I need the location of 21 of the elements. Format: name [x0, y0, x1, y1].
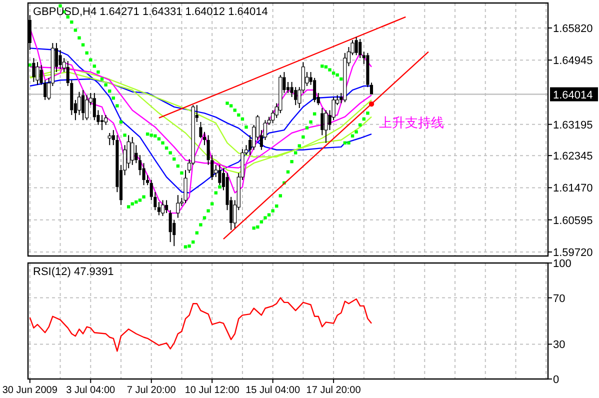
chart-title: RSI(12) 47.9391 [33, 266, 114, 278]
y-tick-label: 1.65820 [553, 22, 593, 35]
x-tick-label: 17 Jul 20:00 [306, 385, 362, 396]
y-tick-label: 1.62345 [553, 150, 593, 163]
y-tick-label: 1.60595 [553, 214, 593, 227]
x-tick-label: 10 Jul 12:00 [184, 385, 240, 396]
y-tick-label: 70 [553, 292, 566, 305]
x-tick-label: 3 Jul 04:00 [66, 385, 116, 396]
chart-title: GBPUSD,H4 1.64271 1.64331 1.64012 1.64014 [33, 6, 268, 18]
x-tick-label: 7 Jul 20:00 [126, 385, 176, 396]
y-tick-label: 1.59720 [553, 246, 593, 259]
y-tick-label: 1.61470 [553, 182, 593, 195]
y-tick-label: 100 [553, 258, 572, 270]
x-tick-label: 30 Jun 2009 [2, 385, 58, 396]
y-tick-label: 1.63195 [553, 119, 593, 132]
x-tick-label: 15 Jul 04:00 [246, 385, 300, 396]
y-tick-label: 30 [553, 339, 566, 352]
y-tick-label: 0 [553, 374, 560, 386]
annotation: 上升支持线 [379, 114, 444, 130]
ref-line-label: 1.64014 [553, 89, 593, 102]
y-tick-label: 1.64945 [553, 55, 593, 68]
